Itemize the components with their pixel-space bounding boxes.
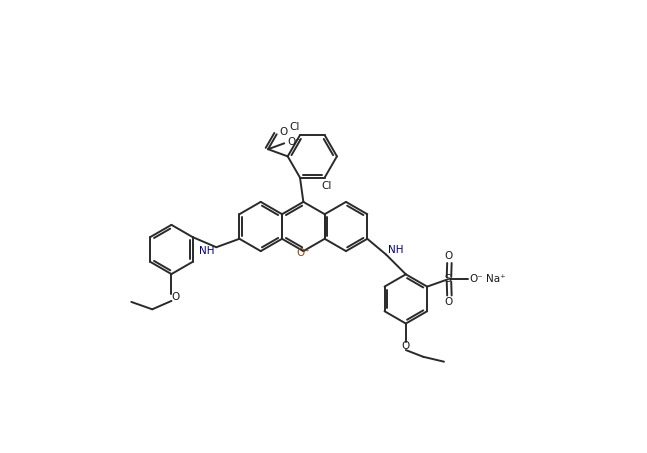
Text: O⁺: O⁺ (296, 248, 311, 258)
Text: O⁻: O⁻ (469, 274, 483, 284)
Text: O⁻: O⁻ (287, 137, 301, 147)
Text: Na⁺: Na⁺ (486, 274, 505, 284)
Text: S: S (444, 274, 452, 284)
Text: Cl: Cl (289, 122, 300, 132)
Text: O: O (280, 127, 287, 137)
Text: O: O (444, 297, 453, 307)
Text: O: O (402, 342, 410, 352)
Text: O: O (444, 251, 453, 261)
Text: NH: NH (199, 246, 214, 256)
Text: O: O (171, 292, 180, 302)
Text: Cl: Cl (322, 181, 332, 191)
Text: NH: NH (388, 245, 404, 255)
